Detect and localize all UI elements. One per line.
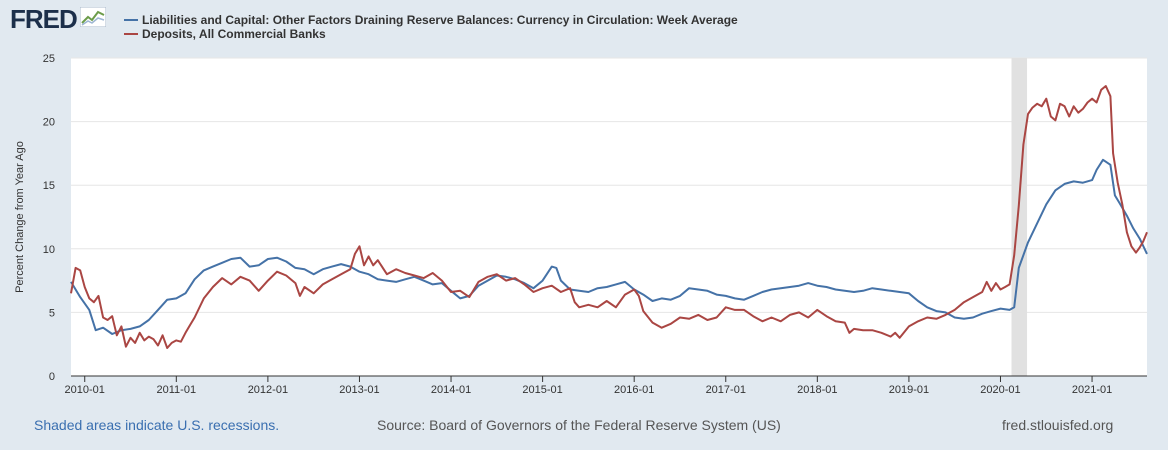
y-tick-label: 5 [49, 307, 55, 319]
line-chart: 0 5 10 15 20 25 2010-01 2011-01 2012-01 2013-01 20… [14, 53, 1148, 396]
recession-note-link[interactable]: Shaded areas indicate U.S. recessions. [34, 417, 280, 433]
y-tick-label: 25 [43, 53, 55, 65]
x-tick-label: 2019-01 [889, 384, 929, 396]
legend-item-deposits[interactable]: Deposits, All Commercial Banks [124, 27, 738, 41]
y-tick-label: 0 [49, 371, 55, 383]
x-tick-label: 2013-01 [339, 384, 379, 396]
x-tick-label: 2020-01 [980, 384, 1020, 396]
x-tick-label: 2012-01 [248, 384, 288, 396]
series-line-currency [70, 158, 1148, 335]
recession-shade [1011, 58, 1028, 376]
y-axis-label: Percent Change from Year Ago [14, 141, 26, 293]
y-tick-label: 15 [43, 180, 55, 192]
x-tick-label: 2015-01 [522, 384, 562, 396]
x-tick-label: 2021-01 [1072, 384, 1112, 396]
legend-label-deposits: Deposits, All Commercial Banks [142, 27, 326, 41]
y-tick-label: 20 [43, 117, 55, 129]
legend-label-currency: Liabilities and Capital: Other Factors D… [142, 13, 738, 27]
x-tick-label: 2017-01 [706, 384, 746, 396]
fred-site-link[interactable]: fred.stlouisfed.org [1002, 417, 1114, 433]
x-tick-label: 2014-01 [431, 384, 471, 396]
legend-swatch-red [124, 33, 138, 35]
x-tick-label: 2018-01 [797, 384, 837, 396]
plot-area [71, 58, 1147, 376]
y-tick-label: 10 [43, 244, 55, 256]
x-tick-label: 2016-01 [614, 384, 654, 396]
legend-swatch-blue [124, 19, 138, 21]
series-line-deposits [70, 85, 1148, 349]
legend-item-currency[interactable]: Liabilities and Capital: Other Factors D… [124, 13, 738, 27]
x-tick-label: 2010-01 [65, 384, 105, 396]
x-tick-label: 2011-01 [157, 384, 197, 396]
source-text: Source: Board of Governors of the Federa… [377, 417, 781, 433]
chart-legend: Liabilities and Capital: Other Factors D… [124, 13, 738, 41]
logo-text: FRED [10, 4, 78, 34]
